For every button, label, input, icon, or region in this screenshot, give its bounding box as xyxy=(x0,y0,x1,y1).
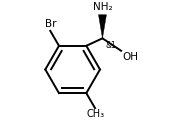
Text: CH₃: CH₃ xyxy=(87,109,105,119)
Text: &1: &1 xyxy=(105,41,116,50)
Polygon shape xyxy=(98,15,106,38)
Text: NH₂: NH₂ xyxy=(93,2,112,12)
Text: Br: Br xyxy=(44,19,56,29)
Text: OH: OH xyxy=(122,52,138,62)
